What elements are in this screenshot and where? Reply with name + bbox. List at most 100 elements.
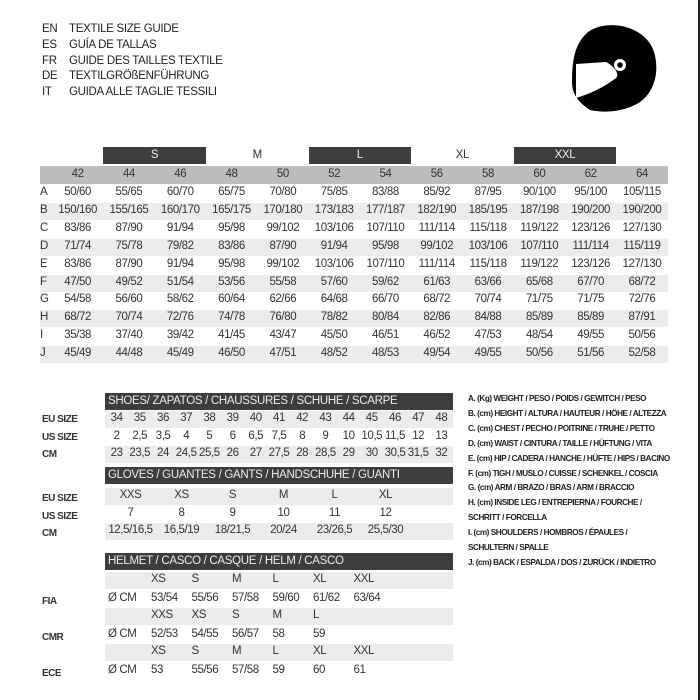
helmet-circumference: 60 (313, 664, 325, 676)
table-cell: 35/38 (64, 329, 92, 342)
letter-size-header: XL (455, 149, 470, 161)
table-cell: 107/110 (366, 257, 405, 270)
table-cell: 170/180 (263, 203, 303, 216)
table-cell: 11,5 (385, 429, 405, 442)
table-cell: 62/66 (269, 293, 297, 306)
title-de: DE TEXTILGRÖßENFÜHRUNG (42, 69, 223, 85)
table-cell: 70/80 (269, 186, 297, 198)
table-cell: 107/110 (366, 221, 405, 234)
eu-size-header: 64 (635, 168, 648, 180)
table-cell: 13 (435, 429, 448, 442)
helmet-circumference: 57/58 (232, 664, 259, 676)
table-cell: 99/102 (266, 221, 300, 234)
table-cell: 49/54 (423, 347, 451, 360)
table-cell: 35 (133, 412, 146, 424)
table-cell: L (331, 489, 338, 501)
table-cell: 85/92 (423, 186, 451, 198)
title-block: EN TEXTILE SIZE GUIDE ES GUÍA DE TALLAS FR… (42, 22, 223, 101)
table-cell: 25,5 (198, 447, 220, 460)
table-cell: 95/98 (218, 221, 245, 234)
table-cell: 60/70 (166, 186, 194, 198)
helmet-size: M (232, 573, 242, 585)
table-cell: 54/58 (64, 293, 92, 306)
table-cell: 31,5 (407, 447, 429, 460)
table-cell: 66/70 (372, 293, 399, 306)
table-cell: 6 (229, 429, 236, 442)
table-cell: 83/86 (64, 257, 92, 270)
row-key: G (40, 293, 49, 306)
table-cell: 80/84 (372, 311, 399, 324)
row-key: J (40, 347, 46, 360)
table-cell: 71/75 (525, 293, 553, 306)
standard-label: FIA (42, 596, 57, 607)
legend-line: SCHRITT / FORCELLA (468, 513, 547, 523)
table-cell: 155/165 (109, 203, 149, 216)
table-cell: 68/72 (64, 311, 92, 324)
table-cell: 10,5 (361, 429, 383, 442)
helmet-size: L (272, 573, 279, 585)
helmet-size: S (232, 609, 240, 621)
table-cell: 30,5 (384, 447, 406, 460)
helmet-circumference: 61 (353, 664, 366, 676)
table-cell: 28 (296, 447, 309, 460)
legend-line: E. (cm) HIP / CADERA / HANCHE / HÜFTE / … (468, 453, 670, 463)
row-key: D (40, 239, 48, 252)
table-cell: 74/78 (218, 311, 245, 324)
title-text: GUÍA DE TALLAS (69, 38, 157, 51)
table-cell: 71/75 (577, 293, 605, 306)
eu-size-header-row (40, 166, 668, 184)
table-cell: 111/114 (572, 239, 610, 252)
table-cell: 127/130 (622, 221, 662, 234)
table-cell: 83/86 (64, 221, 92, 234)
table-cell: 12 (379, 506, 392, 519)
table-cell: 37 (180, 412, 193, 424)
helmet-size: XXL (353, 645, 375, 657)
helmet-size: XS (191, 609, 207, 621)
table-cell: 64/68 (320, 293, 348, 306)
table-row-shade (105, 523, 453, 541)
letter-size-header: XXL (513, 147, 617, 164)
lang-code: FR (42, 54, 57, 67)
row-label: US SIZE (42, 431, 78, 443)
table-cell: 99/102 (266, 257, 300, 270)
table-cell: 39 (226, 412, 239, 424)
helmet-circumference: 53/54 (151, 592, 178, 604)
table-cell: 44/48 (115, 347, 143, 360)
table-cell: 87/90 (115, 257, 143, 270)
table-cell: 119/122 (520, 257, 559, 270)
table-cell: 72/76 (166, 311, 194, 324)
table-cell: 46/52 (423, 329, 451, 342)
helmet-circumference: 56/57 (232, 628, 259, 640)
table-cell: 103/106 (314, 221, 354, 234)
table-cell: 12 (412, 429, 425, 442)
table-cell: 87/95 (474, 186, 502, 198)
table-row-shade (40, 310, 668, 328)
table-cell: 115/119 (623, 239, 661, 252)
helmet-circumference: 59 (272, 664, 285, 676)
eu-size-header: 52 (328, 168, 341, 180)
table-cell: 83/86 (218, 239, 245, 252)
helmet-size: L (272, 645, 279, 657)
table-cell: 50/56 (628, 329, 656, 342)
table-cell: 95/98 (372, 239, 399, 252)
table-cell: 37/40 (115, 329, 143, 342)
helmet-size: XL (313, 645, 327, 657)
table-cell: 95/98 (218, 257, 245, 270)
table-cell: 165/175 (212, 203, 251, 216)
table-cell: 47/50 (64, 275, 92, 288)
table-cell: 46 (388, 412, 401, 424)
title-it: IT GUIDA ALLE TAGLIE TESSILI (42, 85, 223, 101)
helmet-size: XS (151, 573, 166, 585)
helmet-circumference: 59 (313, 628, 325, 640)
table-cell: 103/106 (468, 239, 508, 252)
table-cell: 82/86 (423, 311, 451, 324)
table-cell: 185/195 (468, 203, 508, 216)
table-cell: 2 (113, 429, 120, 442)
helmet-size: XXL (353, 573, 375, 585)
eu-size-header: 56 (430, 168, 443, 180)
table-cell: 87/91 (628, 311, 656, 324)
table-cell: 11 (328, 506, 341, 519)
standard-label: ECE (42, 668, 62, 679)
table-cell: 4 (183, 429, 190, 442)
eu-size-header: 48 (225, 168, 238, 180)
